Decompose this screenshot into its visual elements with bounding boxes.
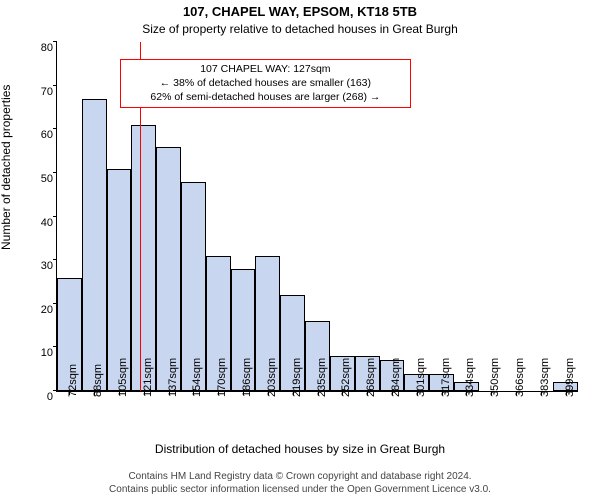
annotation-line-3: 62% of semi-detached houses are larger (… xyxy=(127,91,405,105)
y-tick-mark xyxy=(53,41,57,42)
y-tick-label: 20 xyxy=(41,304,53,316)
y-tick-label: 70 xyxy=(41,86,53,98)
y-tick-label: 60 xyxy=(41,129,53,141)
x-tick-label: 186sqm xyxy=(241,358,253,397)
y-tick-mark xyxy=(53,259,57,260)
y-tick-mark xyxy=(53,128,57,129)
y-tick-label: 50 xyxy=(41,173,53,185)
x-tick-label: 105sqm xyxy=(117,358,129,397)
annotation-line-1: 107 CHAPEL WAY: 127sqm xyxy=(127,63,405,77)
plot-area: 0102030405060708072sqm88sqm105sqm121sqm1… xyxy=(56,42,578,392)
x-tick-label: 268sqm xyxy=(365,358,377,397)
y-tick-mark xyxy=(53,216,57,217)
x-tick-label: 170sqm xyxy=(216,358,228,397)
x-tick-label: 350sqm xyxy=(489,358,501,397)
y-tick-label: 30 xyxy=(41,260,53,272)
x-tick-label: 203sqm xyxy=(266,358,278,397)
x-tick-label: 399sqm xyxy=(564,358,576,397)
x-tick-label: 137sqm xyxy=(167,358,179,397)
y-tick-mark xyxy=(53,85,57,86)
y-tick-label: 0 xyxy=(47,391,53,403)
footer-line-1: Contains HM Land Registry data © Crown c… xyxy=(0,470,600,483)
x-tick-label: 121sqm xyxy=(142,358,154,397)
x-tick-label: 252sqm xyxy=(340,358,352,397)
footer-attribution: Contains HM Land Registry data © Crown c… xyxy=(0,470,600,496)
x-tick-label: 284sqm xyxy=(390,358,402,397)
x-tick-label: 72sqm xyxy=(67,364,79,397)
chart-container: 107, CHAPEL WAY, EPSOM, KT18 5TB Size of… xyxy=(0,0,600,500)
chart-title-main: 107, CHAPEL WAY, EPSOM, KT18 5TB xyxy=(0,4,600,19)
y-tick-label: 10 xyxy=(41,347,53,359)
x-tick-label: 235sqm xyxy=(316,358,328,397)
x-tick-label: 301sqm xyxy=(415,358,427,397)
x-tick-label: 88sqm xyxy=(92,364,104,397)
annotation-line-2: ← 38% of detached houses are smaller (16… xyxy=(127,77,405,91)
y-tick-label: 80 xyxy=(41,42,53,54)
x-tick-label: 334sqm xyxy=(464,358,476,397)
y-axis-label: Number of detached properties xyxy=(0,85,13,250)
histogram-bar xyxy=(156,147,181,391)
x-tick-label: 317sqm xyxy=(440,358,452,397)
y-tick-label: 40 xyxy=(41,217,53,229)
x-tick-label: 154sqm xyxy=(191,358,203,397)
x-tick-label: 383sqm xyxy=(539,358,551,397)
y-tick-mark xyxy=(53,172,57,173)
x-tick-label: 219sqm xyxy=(291,358,303,397)
x-tick-label: 366sqm xyxy=(514,358,526,397)
chart-title-sub: Size of property relative to detached ho… xyxy=(0,22,600,36)
histogram-bar xyxy=(131,125,156,391)
annotation-box: 107 CHAPEL WAY: 127sqm← 38% of detached … xyxy=(120,59,412,108)
x-axis-label: Distribution of detached houses by size … xyxy=(0,442,600,456)
footer-line-2: Contains public sector information licen… xyxy=(0,483,600,496)
histogram-bar xyxy=(82,99,107,391)
